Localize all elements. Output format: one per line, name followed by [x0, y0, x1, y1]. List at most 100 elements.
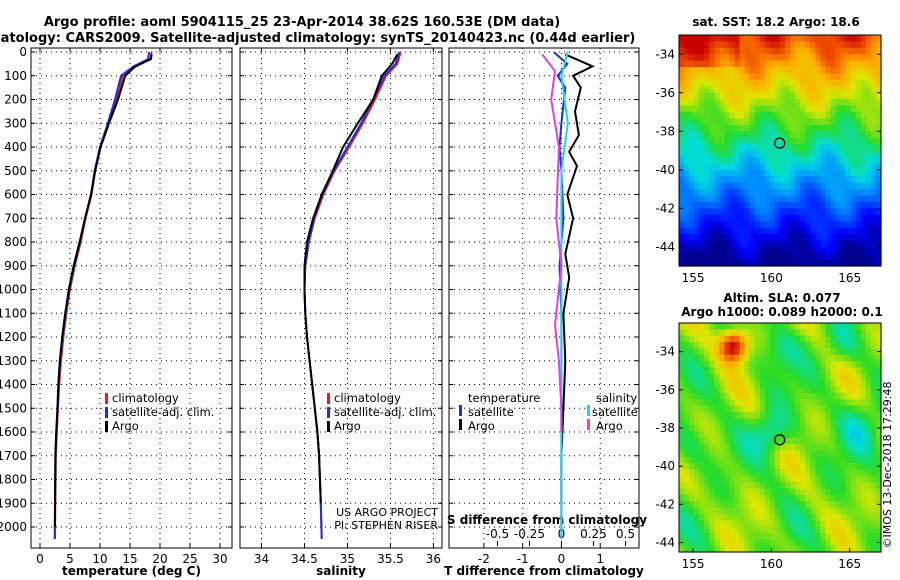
- map-cell: [830, 520, 837, 528]
- map-cell: [734, 105, 741, 113]
- map-cell: [729, 240, 736, 248]
- map-cell: [800, 163, 806, 171]
- map-cell: [855, 348, 862, 356]
- map-cell: [764, 539, 771, 547]
- map-cell: [754, 335, 761, 343]
- map-cell: [840, 526, 847, 534]
- map-cell: [805, 92, 811, 100]
- map-cell: [704, 60, 710, 68]
- map-cell: [754, 54, 761, 62]
- map-cell: [774, 201, 781, 209]
- map-cell: [850, 443, 857, 451]
- map-cell: [845, 99, 852, 107]
- map-cell: [785, 450, 791, 458]
- map-cell: [820, 367, 827, 375]
- map-cell: [694, 520, 700, 528]
- map-cell: [724, 169, 731, 177]
- map-cell: [820, 526, 827, 534]
- map-cell: [780, 539, 786, 547]
- map-cell: [805, 405, 811, 413]
- map-cell: [820, 131, 827, 139]
- map-cell: [870, 163, 877, 171]
- map-cell: [739, 67, 746, 75]
- map-cell: [759, 182, 766, 190]
- map-cell: [724, 79, 731, 87]
- map-cell: [870, 169, 877, 177]
- map-cell: [744, 105, 751, 113]
- map-cell: [860, 182, 867, 190]
- map-cell: [875, 456, 882, 464]
- map-cell: [785, 532, 791, 540]
- map-cell: [694, 431, 700, 439]
- map-cell: [774, 342, 781, 350]
- map-cell: [769, 323, 776, 330]
- map-cell: [744, 335, 751, 343]
- map-cell: [835, 456, 842, 464]
- map-cell: [830, 380, 837, 388]
- map-cell: [709, 475, 715, 483]
- map-ytick-label-4: -42: [655, 201, 675, 215]
- map-cell: [724, 335, 731, 343]
- map-cell: [734, 513, 741, 521]
- map-cell: [780, 112, 786, 120]
- map-cell: [790, 507, 796, 515]
- map-cell: [840, 54, 847, 62]
- map-cell: [679, 208, 685, 216]
- map-cell: [709, 201, 715, 209]
- map-cell: [679, 354, 685, 362]
- map-cell: [800, 335, 806, 343]
- map-cell: [815, 399, 821, 407]
- map-cell: [825, 124, 832, 132]
- map-cell: [764, 392, 771, 400]
- map-cell: [780, 86, 786, 94]
- map-cell: [749, 60, 756, 68]
- s-tick-label-4: 0.5: [616, 527, 635, 541]
- map-cell: [774, 99, 781, 107]
- map-cell: [870, 475, 877, 483]
- map-cell: [780, 163, 786, 171]
- map-cell: [719, 501, 726, 509]
- map-cell: [744, 437, 751, 445]
- map-cell: [754, 169, 761, 177]
- map-cell: [820, 488, 827, 496]
- map-cell: [729, 539, 736, 547]
- map-cell: [865, 412, 872, 420]
- map-cell: [820, 342, 827, 350]
- map-cell: [805, 259, 811, 267]
- map-cell: [800, 501, 806, 509]
- map-cell: [749, 501, 756, 509]
- map-cell: [739, 545, 746, 553]
- map-cell: [800, 405, 806, 413]
- map-cell: [719, 150, 726, 158]
- map-cell: [689, 475, 695, 483]
- map-cell: [709, 431, 715, 439]
- depth-tick-label: 0: [19, 45, 27, 59]
- map-cell: [684, 367, 690, 375]
- map-cell: [744, 124, 751, 132]
- map-cell: [754, 386, 761, 394]
- map-cell: [835, 399, 842, 407]
- map-cell: [699, 526, 705, 534]
- map-cell: [855, 526, 862, 534]
- map-cell: [679, 392, 685, 400]
- map-cell: [860, 92, 867, 100]
- map-cell: [865, 405, 872, 413]
- map-cell: [825, 450, 832, 458]
- map-cell: [774, 507, 781, 515]
- map-cell: [709, 520, 715, 528]
- map-cell: [865, 86, 872, 94]
- map-cell: [744, 195, 751, 203]
- map-cell: [759, 227, 766, 235]
- project-annotation-1: PI: STEPHEN RISER: [334, 519, 438, 532]
- map-cell: [689, 342, 695, 350]
- map-cell: [769, 41, 776, 49]
- map-cell: [754, 86, 761, 94]
- map-cell: [835, 354, 842, 362]
- map-cell: [744, 253, 751, 261]
- map-cell: [815, 342, 821, 350]
- map-cell: [780, 131, 786, 139]
- map-cell: [845, 462, 852, 470]
- map-cell: [780, 367, 786, 375]
- map-cell: [759, 342, 766, 350]
- map-cell: [689, 144, 695, 152]
